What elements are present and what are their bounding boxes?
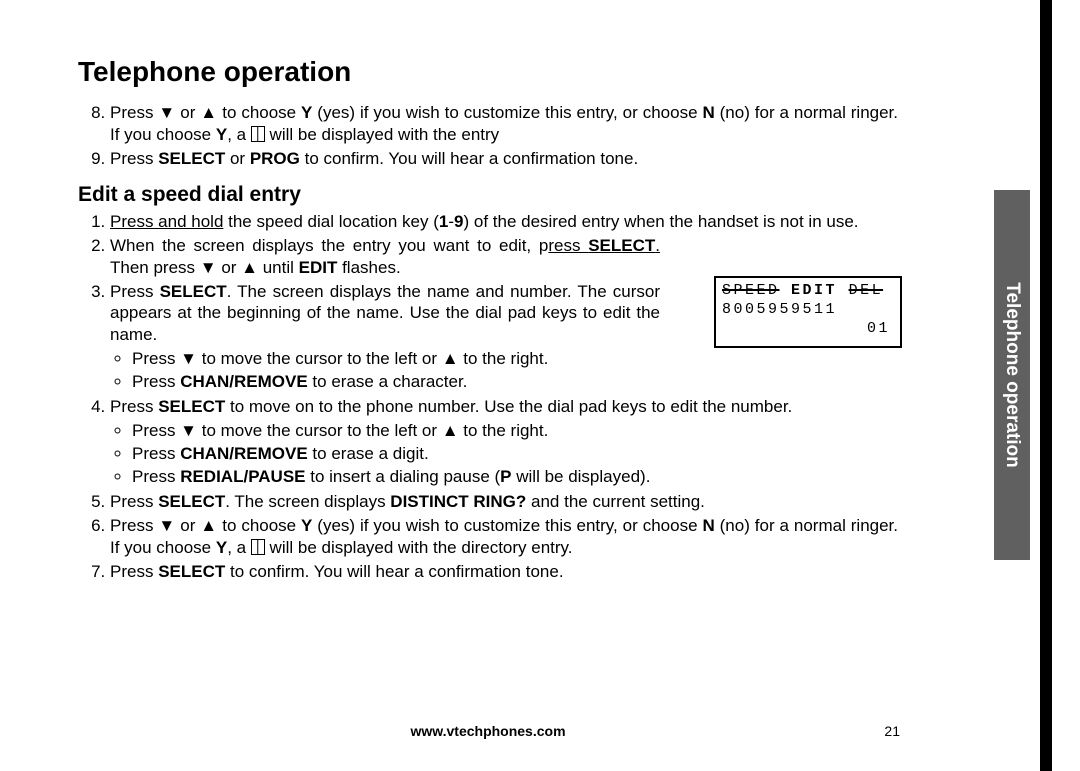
section-subhead: Edit a speed dial entry xyxy=(78,183,898,207)
lcd-row-2: 8005959511 xyxy=(722,301,894,320)
edit-steps-list: Press and hold the speed dial location k… xyxy=(78,211,898,582)
book-icon xyxy=(251,126,265,142)
bullet-item: Press ▼ to move the cursor to the left o… xyxy=(132,348,898,370)
footer-url: www.vtechphones.com xyxy=(78,723,898,739)
bullet-item: Press REDIAL/PAUSE to insert a dialing p… xyxy=(132,466,898,488)
edit-step-item: When the screen displays the entry you w… xyxy=(110,235,898,279)
bullet-item: Press ▼ to move the cursor to the left o… xyxy=(132,420,898,442)
sub-bullets: Press ▼ to move the cursor to the left o… xyxy=(110,420,898,487)
edit-step-item: Press SELECT to confirm. You will hear a… xyxy=(110,561,898,583)
lcd-row-3: 01 xyxy=(722,320,894,339)
side-tab: Telephone operation xyxy=(994,190,1030,560)
edit-step-item: Press ▼ or ▲ to choose Y (yes) if you wi… xyxy=(110,515,898,559)
manual-page: Telephone operation Telephone operation … xyxy=(0,0,1080,771)
book-icon xyxy=(251,539,265,555)
edit-step-item: Press SELECT to move on to the phone num… xyxy=(110,396,898,487)
lcd-display: SPEED EDIT DEL 8005959511 01 xyxy=(714,276,902,348)
page-edge-strip xyxy=(1040,0,1052,771)
lcd-row-1: SPEED EDIT DEL xyxy=(722,282,894,301)
page-number: 21 xyxy=(884,723,900,739)
sub-bullets: Press ▼ to move the cursor to the left o… xyxy=(110,348,898,393)
side-tab-label: Telephone operation xyxy=(1001,282,1023,467)
top-step-item: Press ▼ or ▲ to choose Y (yes) if you wi… xyxy=(110,102,898,146)
bullet-item: Press CHAN/REMOVE to erase a digit. xyxy=(132,443,898,465)
top-step-item: Press SELECT or PROG to confirm. You wil… xyxy=(110,148,898,170)
top-steps-list: Press ▼ or ▲ to choose Y (yes) if you wi… xyxy=(78,102,898,169)
edit-step-item: Press SELECT. The screen displays DISTIN… xyxy=(110,491,898,513)
bullet-item: Press CHAN/REMOVE to erase a character. xyxy=(132,371,898,393)
edit-step-item: Press and hold the speed dial location k… xyxy=(110,211,898,233)
page-title: Telephone operation xyxy=(78,56,898,88)
